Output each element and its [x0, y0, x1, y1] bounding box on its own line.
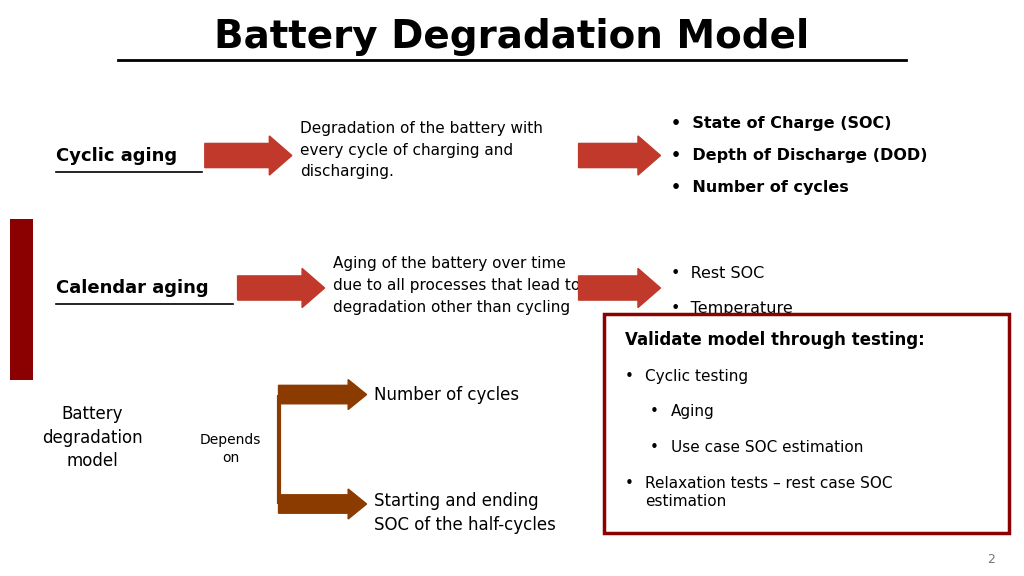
- Polygon shape: [279, 380, 367, 410]
- Text: Cyclic aging: Cyclic aging: [56, 146, 177, 165]
- Text: Battery Degradation Model: Battery Degradation Model: [214, 18, 810, 56]
- Text: •  Number of cycles: • Number of cycles: [671, 180, 849, 195]
- Text: Calendar aging: Calendar aging: [56, 279, 209, 297]
- Text: •  Depth of Discharge (DOD): • Depth of Discharge (DOD): [671, 148, 927, 163]
- Text: Use case SOC estimation: Use case SOC estimation: [671, 440, 863, 455]
- Text: Cyclic testing: Cyclic testing: [645, 369, 749, 384]
- Text: •: •: [650, 404, 659, 419]
- Text: Battery
degradation
model: Battery degradation model: [42, 405, 142, 471]
- Text: Aging of the battery over time
due to all processes that lead to
degradation oth: Aging of the battery over time due to al…: [333, 256, 580, 314]
- Polygon shape: [279, 489, 367, 519]
- Text: •: •: [625, 476, 634, 491]
- Polygon shape: [238, 268, 325, 308]
- Text: Degradation of the battery with
every cycle of charging and
discharging.: Degradation of the battery with every cy…: [300, 121, 543, 179]
- Text: 2: 2: [987, 552, 995, 566]
- Polygon shape: [579, 136, 660, 175]
- Text: •  State of Charge (SOC): • State of Charge (SOC): [671, 116, 891, 131]
- Text: •: •: [625, 369, 634, 384]
- FancyBboxPatch shape: [10, 219, 33, 380]
- Text: Validate model through testing:: Validate model through testing:: [625, 331, 925, 349]
- Text: •  Rest SOC: • Rest SOC: [671, 266, 764, 281]
- Polygon shape: [579, 268, 660, 308]
- Text: •: •: [650, 440, 659, 455]
- Text: Number of cycles: Number of cycles: [374, 385, 519, 404]
- Text: Relaxation tests – rest case SOC
estimation: Relaxation tests – rest case SOC estimat…: [645, 476, 893, 509]
- Text: Aging: Aging: [671, 404, 715, 419]
- Text: Starting and ending
SOC of the half-cycles: Starting and ending SOC of the half-cycl…: [374, 492, 556, 534]
- Polygon shape: [205, 136, 292, 175]
- Text: •  Temperature: • Temperature: [671, 301, 793, 316]
- FancyBboxPatch shape: [604, 314, 1009, 533]
- Text: Depends
on: Depends on: [200, 433, 261, 465]
